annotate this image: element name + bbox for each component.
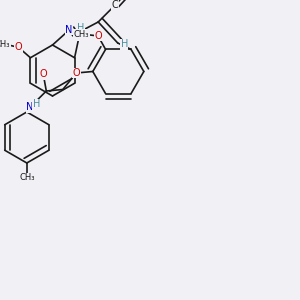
Text: H: H [121,40,128,50]
Text: O: O [73,68,80,78]
Text: O: O [15,42,22,52]
Text: N: N [26,103,34,112]
Text: N: N [65,25,73,35]
Text: CH₃: CH₃ [19,173,34,182]
Text: N: N [76,31,83,41]
Text: O: O [94,31,102,41]
Text: C: C [111,1,118,10]
Text: H: H [77,23,84,33]
Text: CH₃: CH₃ [74,30,89,39]
Text: CH₃: CH₃ [0,40,10,49]
Text: H: H [33,100,40,110]
Text: O: O [40,70,47,80]
